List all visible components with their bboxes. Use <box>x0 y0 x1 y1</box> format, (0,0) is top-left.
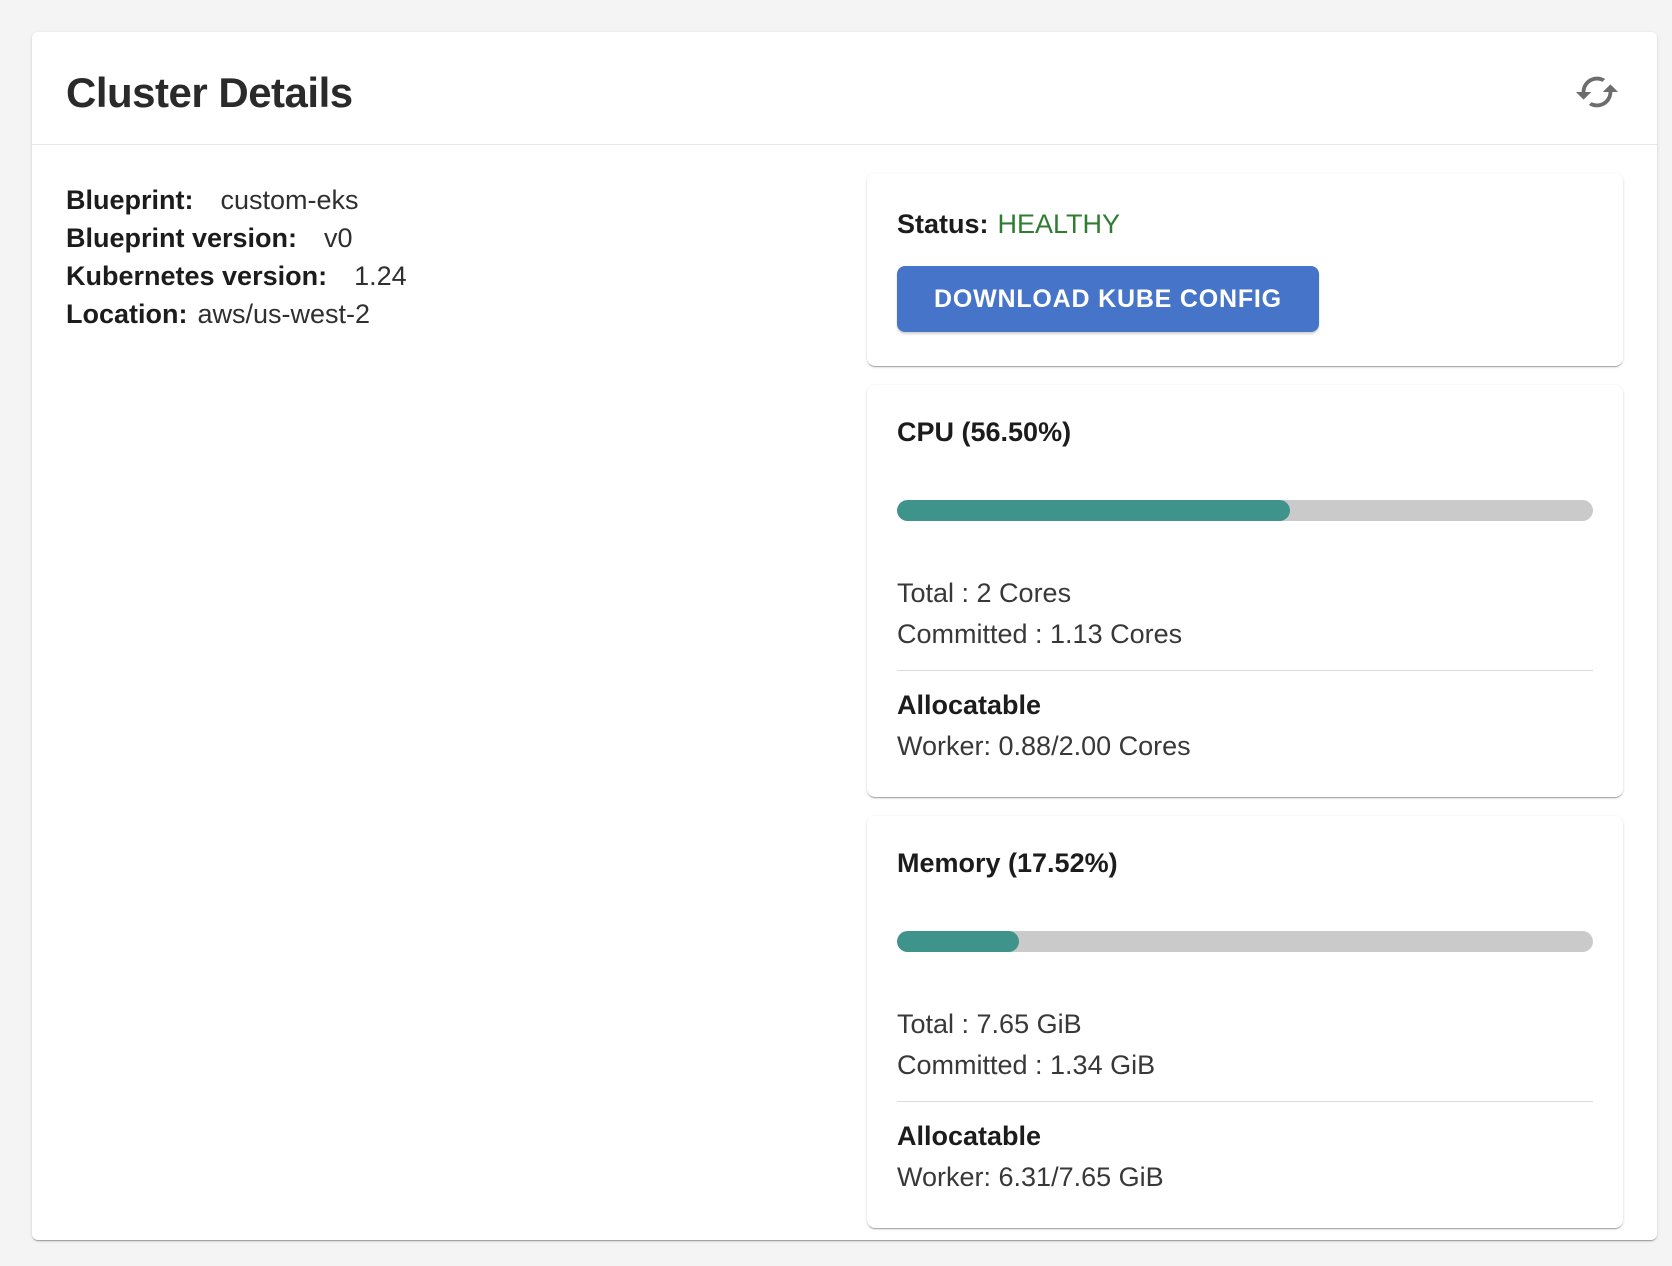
kubernetes-version-label: Kubernetes version: <box>66 261 328 291</box>
blueprint-version-value: v0 <box>324 223 353 253</box>
cpu-allocatable-label: Allocatable <box>897 690 1042 720</box>
status-value: HEALTHY <box>997 209 1121 239</box>
memory-allocatable-label: Allocatable <box>897 1121 1042 1151</box>
status-card: Status: HEALTHY DOWNLOAD KUBE CONFIG <box>867 173 1623 366</box>
memory-progress-fill <box>897 931 1019 952</box>
panel-body: Blueprint: custom-eks Blueprint version: v… <box>32 145 1657 1240</box>
page-title: Cluster Details <box>66 69 353 116</box>
location-value: aws/us-west-2 <box>197 299 371 329</box>
cpu-divider <box>897 670 1593 671</box>
memory-total: Total : 7.65 GiB <box>897 1009 1082 1039</box>
detail-row-kubernetes-version: Kubernetes version: 1.24 <box>66 257 867 295</box>
panel-header: Cluster Details <box>32 32 1657 145</box>
blueprint-version-label: Blueprint version: <box>66 223 298 253</box>
metrics-column: Status: HEALTHY DOWNLOAD KUBE CONFIG CPU … <box>867 173 1623 1240</box>
memory-stats: Total : 7.65 GiB Committed : 1.34 GiB <box>897 1004 1593 1086</box>
cluster-info-section: Blueprint: custom-eks Blueprint version: v… <box>66 173 867 1240</box>
refresh-button[interactable] <box>1571 67 1623 119</box>
kubernetes-version-value: 1.24 <box>354 261 407 291</box>
detail-row-blueprint: Blueprint: custom-eks <box>66 181 867 219</box>
blueprint-value: custom-eks <box>220 185 359 215</box>
cpu-progress-track <box>897 500 1593 521</box>
cpu-usage-title: CPU (56.50%) <box>897 417 1072 447</box>
status-label: Status: <box>897 209 989 239</box>
cpu-stats: Total : 2 Cores Committed : 1.13 Cores <box>897 573 1593 655</box>
blueprint-label: Blueprint: <box>66 185 194 215</box>
status-line: Status: HEALTHY <box>897 209 1593 240</box>
cpu-worker-allocatable: Worker: 0.88/2.00 Cores <box>897 731 1191 761</box>
detail-row-blueprint-version: Blueprint version: v0 <box>66 219 867 257</box>
memory-committed: Committed : 1.34 GiB <box>897 1050 1156 1080</box>
memory-usage-title: Memory (17.52%) <box>897 848 1118 878</box>
memory-progress-track <box>897 931 1593 952</box>
memory-divider <box>897 1101 1593 1102</box>
cluster-details-panel: Cluster Details Blueprint: custom-eks Blu… <box>32 32 1657 1240</box>
memory-usage-card: Memory (17.52%) Total : 7.65 GiB Committ… <box>867 816 1623 1228</box>
cpu-progress-fill <box>897 500 1291 521</box>
location-label: Location: <box>66 299 188 329</box>
detail-row-location: Location: aws/us-west-2 <box>66 295 867 333</box>
cpu-usage-card: CPU (56.50%) Total : 2 Cores Committed :… <box>867 385 1623 797</box>
memory-worker-allocatable: Worker: 6.31/7.65 GiB <box>897 1162 1164 1192</box>
refresh-icon <box>1574 69 1620 118</box>
cpu-committed: Committed : 1.13 Cores <box>897 619 1183 649</box>
cpu-total: Total : 2 Cores <box>897 578 1072 608</box>
download-kubeconfig-button[interactable]: DOWNLOAD KUBE CONFIG <box>897 266 1319 332</box>
